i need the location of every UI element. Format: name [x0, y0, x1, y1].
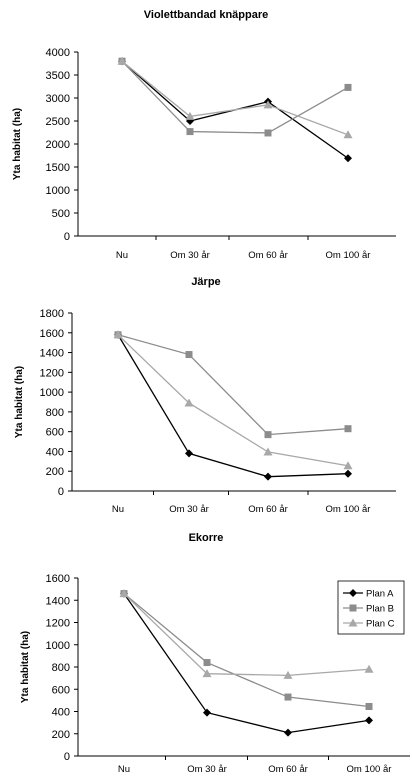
chart-2-series-B-line	[117, 334, 349, 436]
legend-marker-B	[349, 604, 357, 612]
chart-2-title: Järpe	[191, 276, 220, 288]
chart-3-title: Ekorre	[189, 532, 224, 544]
chart-2-category-label: Nu	[112, 504, 124, 515]
legend-label-A: Plan A	[366, 589, 394, 600]
chart-3-series-A-line	[123, 593, 370, 734]
chart-3-ytick-label: 1400	[46, 595, 70, 607]
chart-1-series-B-point	[344, 83, 352, 91]
chart-2-ylabel: Yta habitat (ha)	[14, 366, 25, 438]
legend-label-C: Plan C	[366, 619, 395, 630]
chart-2-ytick-label: 1000	[40, 387, 64, 399]
chart-1-category-label: Nu	[116, 250, 128, 261]
chart-3-legend: Plan A Plan B Plan C	[337, 580, 405, 635]
chart-2-ytick-label: 400	[46, 446, 64, 458]
chart-3-series-C-point	[119, 589, 129, 598]
chart-3-category-label: Om 60 år	[268, 764, 308, 775]
chart-1-ytick-label: 3000	[46, 93, 70, 105]
chart-3-series-A-point	[284, 728, 292, 737]
chart-1-ytick-label: 1500	[46, 162, 70, 174]
chart-1-ytick-label: 2000	[46, 139, 70, 151]
chart-3-category-label: Om 30 år	[187, 764, 227, 775]
chart-1-series-A-line	[121, 60, 349, 159]
chart-2-category-label: Om 100 år	[326, 504, 371, 515]
chart-3-ytick-label: 1000	[46, 640, 70, 652]
chart-2-ytick-label: 1200	[40, 367, 64, 379]
chart-2-series-C-point	[263, 447, 273, 456]
chart-3-ytick-label: 1200	[46, 618, 70, 630]
chart-1-series-A-point	[344, 154, 352, 163]
chart-2-ytick-label: 1400	[40, 348, 64, 360]
chart-3-series-C-line	[123, 593, 370, 676]
chart-1: Violettbandad knäppare Yta habitat (ha) 0 5…	[12, 9, 396, 261]
chart-1-category-label: Om 30 år	[170, 250, 210, 261]
chart-3-series-B-point	[365, 702, 373, 710]
legend-label-B: Plan B	[366, 604, 394, 615]
chart-3-ytick-label: 1600	[46, 573, 70, 585]
chart-1-title: Violettbandad knäppare	[144, 9, 269, 21]
chart-3-series-B-line	[123, 593, 370, 708]
chart-2-ytick-label: 600	[46, 427, 64, 439]
chart-1-category-label: Om 60 år	[248, 250, 288, 261]
chart-1-series-C-point	[263, 100, 273, 109]
chart-3-series-C-point	[364, 664, 374, 673]
chart-3-series-A-point	[365, 716, 373, 725]
chart-3-ylabel: Yta habitat (ha)	[20, 631, 31, 703]
chart-3-category-label: Om 100 år	[347, 764, 392, 775]
chart-2-series-C-point	[343, 461, 353, 470]
chart-2-series-B-point	[344, 425, 352, 433]
chart-3-series-B-point	[203, 659, 211, 667]
chart-2-category-label: Om 60 år	[248, 504, 288, 515]
chart-3: Ekorre Yta habitat (ha) 0 200 400 600 800 1000 1…	[20, 532, 410, 775]
chart-3-series-A-point	[203, 708, 211, 717]
chart-3-series-B-point	[284, 693, 292, 701]
chart-1-series-B-line	[121, 60, 349, 134]
chart-2-series-C-point	[184, 398, 194, 407]
legend-marker-C	[348, 618, 358, 627]
chart-2-ytick-label: 800	[46, 407, 64, 419]
chart-1-series-C-point	[343, 130, 353, 139]
chart-3-ytick-label: 200	[52, 729, 70, 741]
chart-1-ytick-label: 3500	[46, 70, 70, 82]
chart-2-ytick-label: 1600	[40, 328, 64, 340]
chart-2-category-label: Om 30 år	[169, 504, 209, 515]
chart-1-category-label: Om 100 år	[326, 250, 371, 261]
chart-2-ytick-label: 200	[46, 466, 64, 478]
chart-1-ytick-label: 2500	[46, 116, 70, 128]
chart-2-series-A-point	[185, 449, 193, 458]
chart-3-series-C-point	[283, 670, 293, 679]
chart-2-series-B-point	[185, 351, 193, 359]
chart-1-series-B-point	[186, 128, 194, 136]
chart-3-ytick-label: 400	[52, 707, 70, 719]
chart-3-series-C-point	[202, 669, 212, 678]
chart-2-series-C-line	[117, 334, 349, 467]
chart-3-ytick-label: 0	[64, 751, 70, 763]
chart-1-ylabel: Yta habitat (ha)	[12, 108, 23, 180]
chart-3-category-label: Nu	[118, 764, 130, 775]
legend-marker-A	[349, 589, 357, 597]
chart-1-ytick-label: 0	[64, 231, 70, 243]
chart-3-ytick-label: 800	[52, 662, 70, 674]
chart-3-ytick-label: 600	[52, 684, 70, 696]
chart-1-series-C-point	[185, 111, 195, 120]
chart-1-series-B-point	[264, 129, 272, 137]
chart-2-series-A-line	[117, 334, 349, 478]
chart-2-series-A-point	[264, 472, 272, 481]
chart-1-series-C-point	[117, 56, 127, 65]
chart-2-series-A-point	[344, 469, 352, 478]
chart-1-ytick-label: 500	[52, 208, 70, 220]
chart-2-ytick-label: 1800	[40, 308, 64, 320]
chart-1-ytick-label: 1000	[46, 185, 70, 197]
chart-1-ytick-label: 4000	[46, 47, 70, 59]
chart-2-series-B-point	[264, 431, 272, 439]
chart-1-series-C-line	[121, 60, 349, 136]
chart-2: Järpe Yta habitat (ha) 0 200 400 600 800 1000 12…	[14, 276, 396, 515]
chart-2-ytick-label: 0	[58, 486, 64, 498]
chart-2-series-C-point	[113, 330, 123, 339]
